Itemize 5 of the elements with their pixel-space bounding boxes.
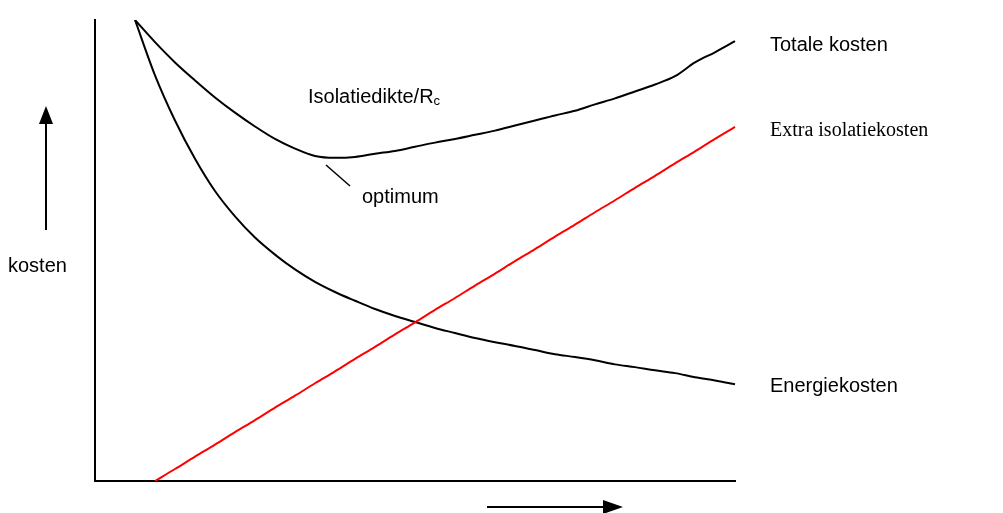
series-label: Totale kosten	[770, 32, 888, 55]
y-axis-title: kosten	[8, 254, 67, 277]
series-label: Extra isolatiekosten	[770, 118, 929, 141]
annotation: optimum	[362, 184, 439, 207]
series-label: Energiekosten	[770, 373, 898, 396]
